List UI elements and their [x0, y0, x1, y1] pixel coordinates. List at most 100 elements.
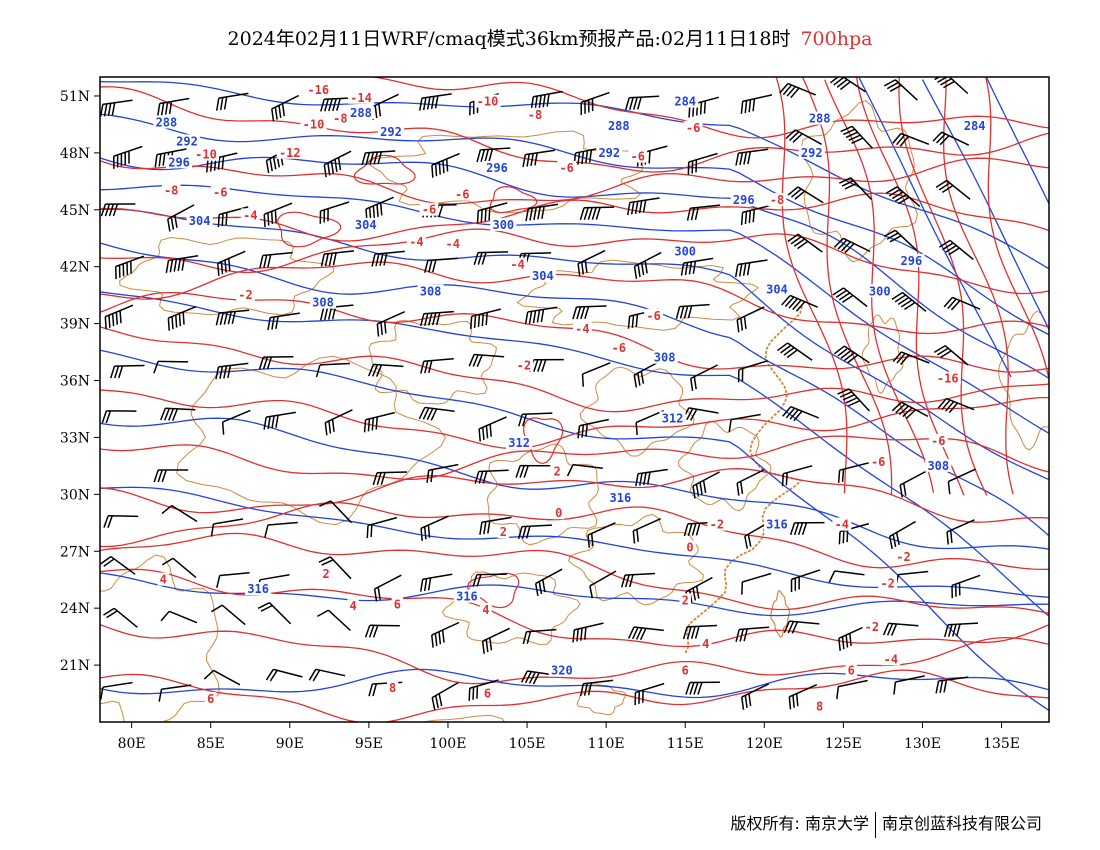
height-contour-label: 308 [420, 284, 442, 298]
temperature-contour-label: -8 [770, 193, 784, 207]
height-contour-label: 320 [551, 664, 573, 678]
wind-barbs-layer [100, 77, 981, 711]
temperature-contour-label: -6 [612, 341, 626, 355]
temperature-contour-label: 2 [682, 593, 689, 607]
height-contours-layer [100, 77, 1049, 712]
height-contour-label: 296 [901, 254, 923, 268]
height-contour-label: 304 [532, 269, 554, 283]
height-contour-label: 308 [927, 459, 949, 473]
company-text: 南京创蓝科技有限公司 [881, 814, 1042, 833]
chart-title: 2024年02月11日WRF/cmaq模式36km预报产品:02月11日18时 7… [0, 24, 1100, 51]
height-contour-label: 312 [662, 411, 684, 425]
temperature-contour-label: -6 [422, 203, 436, 217]
y-tick-label: 39N [60, 317, 90, 333]
temperature-contour-label: -8 [164, 184, 178, 198]
height-contour-label: 300 [674, 244, 696, 258]
height-contour-label: 304 [355, 218, 377, 232]
footer-credits: 版权所有: 南京大学 南京创蓝科技有限公司 [730, 810, 1042, 838]
temperature-contours-layer [100, 77, 1049, 722]
x-tick-label: 85E [197, 736, 225, 752]
temperature-contour-label: -2 [865, 620, 879, 634]
x-tick-label: 95E [355, 736, 383, 752]
temperature-contour-label: 6 [848, 664, 855, 678]
title-pressure-level: 700hpa [800, 28, 873, 50]
temperature-contour-label: -12 [279, 146, 301, 160]
temperature-contour-label: 6 [207, 692, 214, 706]
height-contour-label: 288 [608, 119, 630, 133]
temperature-contour-label: -10 [303, 117, 325, 131]
temperature-contour-label: 6 [394, 597, 401, 611]
temperature-contour-label: -4 [409, 235, 423, 249]
y-tick-label: 30N [60, 487, 90, 503]
height-contour-label: 288 [156, 115, 178, 129]
x-tick-label: 120E [746, 736, 783, 752]
temperature-contour-label: 4 [482, 603, 489, 617]
temperature-contour-label: -4 [884, 652, 898, 666]
height-contour-label: 300 [869, 284, 891, 298]
title-main: 2024年02月11日WRF/cmaq模式36km预报产品:02月11日18时 [227, 28, 791, 50]
temperature-contour-label: 4 [160, 573, 167, 587]
height-contour-label: 304 [189, 214, 211, 228]
height-contour-label: 300 [492, 218, 514, 232]
copyright-text: 版权所有: 南京大学 [730, 814, 869, 833]
temperature-contour-label: 4 [702, 637, 709, 651]
height-contour-label: 308 [312, 296, 334, 310]
temperature-contour-label: -10 [195, 148, 217, 162]
y-tick-label: 21N [60, 658, 90, 674]
temperature-contour-label: 8 [389, 681, 396, 695]
temperature-contour-label: 6 [484, 686, 491, 700]
temperature-contour-label: -4 [510, 258, 524, 272]
height-contour-label: 292 [380, 125, 402, 139]
height-contour-label: 304 [766, 282, 788, 296]
temperature-contour-label: -2 [880, 576, 894, 590]
temperature-contour-label: 4 [349, 599, 356, 613]
temperature-contour-label: -16 [937, 372, 959, 386]
temperature-contour-label: -2 [896, 550, 910, 564]
temperature-contour-label: -4 [445, 237, 459, 251]
height-contour-label: 292 [598, 146, 620, 160]
temperature-contour-label: 0 [686, 540, 693, 554]
x-tick-label: 130E [904, 736, 941, 752]
height-contour-label: 292 [801, 146, 823, 160]
y-tick-label: 48N [60, 146, 90, 162]
x-tick-label: 100E [429, 736, 466, 752]
height-contour-label: 296 [486, 161, 508, 175]
x-tick-label: 125E [825, 736, 862, 752]
temperature-contour-label: -6 [213, 186, 227, 200]
height-contour-label: 284 [674, 95, 696, 109]
height-contour-label: 316 [456, 590, 478, 604]
x-tick-label: 135E [983, 736, 1020, 752]
temperature-contour-label: 6 [682, 664, 689, 678]
height-contour-label: 288 [350, 106, 372, 120]
temperature-contour-label: -6 [631, 150, 645, 164]
x-tick-label: 80E [118, 736, 146, 752]
height-contour-label: 308 [654, 351, 676, 365]
temperature-contour-label: -2 [517, 358, 531, 372]
height-contour-label: 288 [809, 112, 831, 126]
height-contour-label: 296 [733, 193, 755, 207]
x-tick-label: 105E [509, 736, 546, 752]
height-contour-label: 316 [610, 491, 632, 505]
temperature-contour-label: 0 [555, 506, 562, 520]
temperature-contour-label: -6 [646, 309, 660, 323]
footer-divider [874, 811, 876, 838]
height-contour-label: 312 [508, 436, 530, 450]
height-contour-label: 284 [964, 119, 986, 133]
borders-layer [100, 100, 1049, 722]
temperature-contour-label: -6 [559, 161, 573, 175]
temperature-contour-label: -6 [455, 188, 469, 202]
height-contour-label: 296 [168, 155, 190, 169]
y-tick-label: 51N [60, 89, 90, 105]
axis-ticks: 80E 85E 90E 95E 100E 105E 110E 115E 120E 125E 130E… [60, 89, 1020, 752]
temperature-contour-label: -4 [575, 322, 589, 336]
x-tick-label: 90E [276, 736, 304, 752]
height-contour-label: 292 [176, 134, 198, 148]
temperature-contour-label: 2 [500, 525, 507, 539]
temperature-contour-label: -10 [477, 95, 499, 109]
temperature-contour-label: -14 [350, 91, 372, 105]
y-tick-label: 45N [60, 203, 90, 219]
x-tick-label: 110E [588, 736, 625, 752]
temperature-contour-label: -2 [710, 518, 724, 532]
